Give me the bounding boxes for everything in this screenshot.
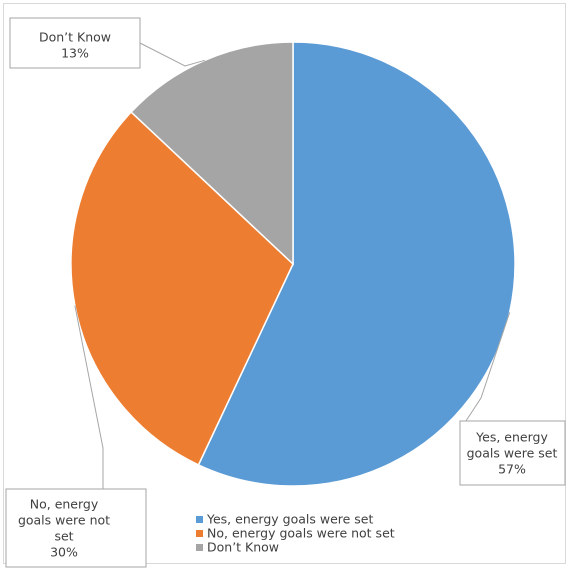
leader-line-yes-energy-goals-were-set (459, 312, 511, 431)
data-label-box (459, 420, 566, 486)
legend-item-no-energy-goals-were-not-set: No, energy goals were not set (196, 526, 395, 541)
leader-lines (74, 42, 511, 489)
legend-label: Yes, energy goals were set (206, 512, 373, 527)
legend-swatch (196, 544, 203, 551)
data-label-text: 57% (498, 462, 526, 477)
legend-label: No, energy goals were not set (207, 526, 395, 541)
data-label-text: goals were not (18, 513, 110, 528)
data-label-box (5, 488, 147, 568)
chart-frame (3, 3, 566, 564)
pie-slices (70, 41, 516, 487)
data-label-text: set (54, 529, 73, 544)
pie-slice-don-t-know (130, 41, 294, 266)
data-label-text: No, energy (30, 497, 99, 512)
data-label-text: goals were set (467, 446, 558, 461)
data-label-text: Yes, energy (475, 430, 548, 445)
data-label-box (9, 17, 141, 69)
data-label-text: Don’t Know (39, 30, 111, 45)
legend-item-yes-energy-goals-were-set: Yes, energy goals were set (196, 512, 373, 527)
legend-item-don-t-know: Don’t Know (196, 540, 279, 555)
legend-label: Don’t Know (207, 540, 279, 555)
data-label-text: 30% (50, 545, 78, 560)
legend-swatch (196, 516, 203, 523)
data-label-text: 13% (61, 46, 89, 61)
leader-line-don-t-know (139, 42, 205, 67)
legend-swatch (196, 530, 203, 537)
leader-line-no-energy-goals-were-not-set (74, 305, 104, 489)
